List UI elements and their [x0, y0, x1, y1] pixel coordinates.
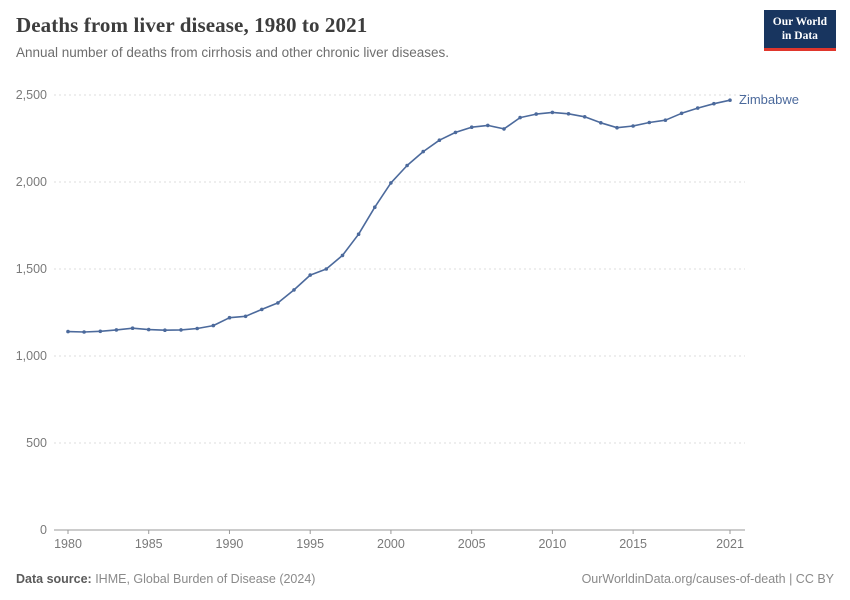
data-point[interactable] [566, 112, 571, 116]
data-point[interactable] [663, 118, 668, 122]
data-point[interactable] [356, 232, 361, 236]
data-point[interactable] [453, 130, 458, 135]
data-point[interactable] [260, 307, 264, 312]
x-tick-label: 2015 [619, 537, 647, 551]
data-point[interactable] [130, 326, 135, 331]
x-tick-label: 1995 [296, 537, 324, 551]
x-tick-label: 1980 [54, 537, 82, 551]
data-point[interactable] [146, 327, 151, 332]
data-point[interactable] [437, 138, 442, 142]
data-point[interactable] [518, 115, 522, 120]
data-point[interactable] [599, 121, 603, 125]
data-point[interactable] [308, 273, 313, 277]
data-point[interactable] [550, 110, 555, 115]
x-tick-label: 2000 [377, 537, 405, 551]
data-point[interactable] [66, 329, 70, 334]
data-point[interactable] [615, 125, 619, 130]
data-source-text: IHME, Global Burden of Disease (2024) [91, 572, 316, 586]
data-point[interactable] [82, 330, 86, 334]
data-point[interactable] [195, 326, 199, 331]
owid-logo[interactable]: Our World in Data [763, 10, 836, 51]
data-point[interactable] [728, 98, 732, 102]
data-point[interactable] [486, 123, 490, 128]
y-tick-label: 1,000 [16, 349, 47, 363]
chart-header: Deaths from liver disease, 1980 to 2021 … [16, 13, 750, 60]
owid-logo-line1: Our World [772, 16, 827, 28]
x-tick-label: 1985 [135, 537, 163, 551]
data-point[interactable] [647, 120, 652, 125]
data-point[interactable] [534, 112, 538, 116]
data-point[interactable] [373, 205, 377, 209]
y-tick-label: 1,500 [16, 262, 47, 276]
data-point[interactable] [98, 329, 103, 334]
data-point[interactable] [227, 315, 232, 320]
data-point[interactable] [114, 328, 119, 332]
x-tick-label: 2021 [716, 537, 744, 551]
data-point[interactable] [679, 111, 684, 116]
data-point[interactable] [163, 328, 167, 333]
data-point[interactable] [340, 253, 345, 258]
data-point[interactable] [469, 125, 474, 129]
data-source-note: Data source: IHME, Global Burden of Dise… [16, 572, 315, 586]
line-chart-canvas[interactable]: 0 500 1,000 1,500 2,000 2,500 1980 1985 1990 1995… [0, 0, 850, 558]
data-point[interactable] [389, 181, 393, 185]
series-line-zimbabwe[interactable] [67, 99, 731, 333]
x-tick-label: 2010 [538, 537, 566, 551]
data-point[interactable] [502, 127, 506, 131]
y-tick-label: 500 [26, 436, 47, 450]
y-tick-label: 2,500 [16, 88, 47, 102]
data-point[interactable] [631, 124, 635, 128]
data-point[interactable] [292, 288, 296, 292]
data-point[interactable] [179, 328, 183, 332]
chart-subtitle: Annual number of deaths from cirrhosis a… [16, 45, 449, 60]
data-point[interactable] [712, 101, 716, 106]
owid-logo-line2: in Data [781, 30, 818, 43]
page-title: Deaths from liver disease, 1980 to 2021 [16, 13, 368, 37]
x-tick-label: 2005 [458, 537, 486, 551]
series-label: Zimbabwe [739, 92, 799, 107]
data-point[interactable] [695, 106, 700, 110]
data-point[interactable] [405, 163, 409, 168]
data-point[interactable] [211, 323, 216, 328]
data-source-label: Data source: [16, 572, 92, 586]
data-point[interactable] [276, 301, 280, 305]
data-point[interactable] [582, 115, 587, 119]
data-point[interactable] [324, 267, 329, 271]
data-point[interactable] [421, 149, 426, 154]
attribution-link[interactable]: OurWorldinData.org/causes-of-death | CC … [581, 572, 834, 586]
data-point[interactable] [243, 314, 248, 319]
x-tick-label: 1990 [216, 537, 244, 551]
y-tick-label: 0 [40, 523, 47, 537]
chart-footer: Data source: IHME, Global Burden of Dise… [16, 572, 834, 586]
y-tick-label: 2,000 [16, 175, 47, 189]
